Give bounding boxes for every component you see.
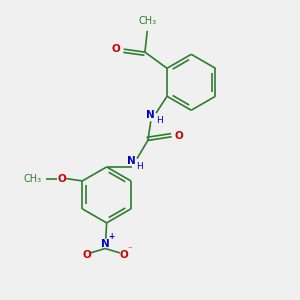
Text: N: N [127,156,136,166]
Text: N: N [101,239,110,249]
Text: +: + [109,232,115,241]
Text: CH₃: CH₃ [138,16,156,26]
Text: O: O [111,44,120,54]
Text: N: N [146,110,155,120]
Text: O: O [175,131,184,141]
Text: O: O [119,250,128,260]
Text: H: H [136,162,143,171]
Text: ⁻: ⁻ [128,245,132,254]
Text: H: H [156,116,162,125]
Text: O: O [82,250,91,260]
Text: O: O [57,174,66,184]
Text: CH₃: CH₃ [23,174,41,184]
